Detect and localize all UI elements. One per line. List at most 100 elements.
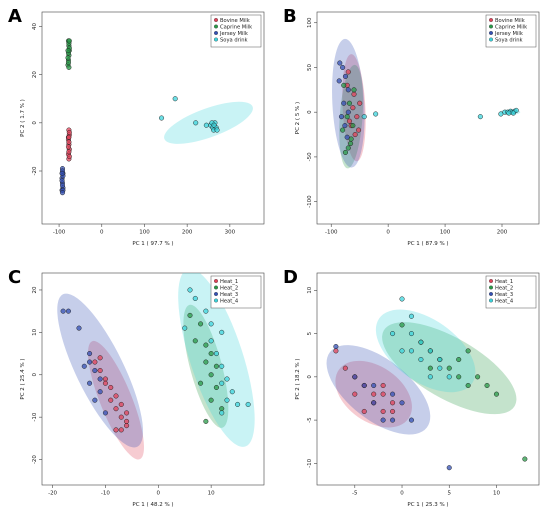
data-point xyxy=(344,114,350,120)
data-point xyxy=(408,348,414,354)
data-point xyxy=(159,115,165,121)
data-point xyxy=(342,73,348,79)
x-tick-label: 200 xyxy=(497,230,508,236)
data-point xyxy=(66,149,72,155)
data-point xyxy=(203,418,209,424)
legend-swatch xyxy=(214,18,218,22)
chart-panel-a: A -100 0 100 200 300 -20 0 20 40 PC 1 ( 97.7 % ) PC… xyxy=(0,0,275,261)
data-point xyxy=(493,391,500,397)
data-point xyxy=(475,374,481,380)
legend-swatch xyxy=(214,279,218,283)
data-point xyxy=(182,325,188,331)
data-point xyxy=(356,127,362,133)
data-point xyxy=(60,308,66,314)
plot-area xyxy=(57,273,255,460)
data-point xyxy=(345,69,351,75)
x-tick-label: 100 xyxy=(440,230,451,236)
data-point xyxy=(446,465,452,471)
data-point xyxy=(354,114,360,120)
data-point xyxy=(446,374,452,380)
x-tick-label: 5 xyxy=(448,491,452,497)
data-point xyxy=(399,296,405,302)
y-tick-label: 20 xyxy=(32,71,38,78)
data-point xyxy=(357,100,363,106)
data-point xyxy=(92,367,98,374)
data-point xyxy=(65,308,71,314)
y-tick-label: 20 xyxy=(32,286,38,293)
data-point xyxy=(124,423,130,429)
data-point xyxy=(342,123,348,129)
data-point xyxy=(371,391,377,397)
legend-swatch xyxy=(489,279,493,283)
data-point xyxy=(522,456,528,462)
pca-plot-a: A -100 0 100 200 300 -20 0 20 40 PC 1 ( 97.7 % ) PC… xyxy=(8,6,265,247)
data-point xyxy=(66,64,72,70)
data-point xyxy=(456,357,462,363)
data-point xyxy=(345,109,351,115)
data-point xyxy=(408,313,414,319)
data-point xyxy=(345,145,351,151)
data-point xyxy=(113,393,119,399)
data-point xyxy=(380,408,386,414)
data-point xyxy=(352,391,358,397)
data-point xyxy=(380,391,386,397)
data-point xyxy=(351,91,357,97)
data-point xyxy=(66,154,72,160)
confidence-ellipse xyxy=(375,309,476,393)
legend-swatch xyxy=(489,285,493,290)
legend-swatch xyxy=(489,292,493,296)
data-point xyxy=(351,87,357,93)
data-point xyxy=(97,367,103,374)
x-tick-label: 0 xyxy=(400,491,404,497)
data-point xyxy=(341,100,347,106)
data-point xyxy=(342,365,348,371)
data-point xyxy=(418,339,424,345)
x-tick-label: -100 xyxy=(325,230,338,236)
data-point xyxy=(219,363,225,369)
y-axis-label: PC 2 ( 5 % ) xyxy=(295,102,301,134)
panel-letter: D xyxy=(283,267,298,288)
data-point xyxy=(506,110,512,116)
data-point xyxy=(172,96,178,102)
data-point xyxy=(427,374,433,380)
legend-entry: Bovine Milk xyxy=(495,18,525,24)
data-point xyxy=(92,359,98,365)
data-point xyxy=(350,105,356,111)
x-tick-label: 10 xyxy=(493,491,500,497)
plot-area xyxy=(59,38,253,196)
data-point xyxy=(219,406,225,412)
x-tick-label: -10 xyxy=(101,491,110,497)
data-point xyxy=(59,190,66,196)
data-point xyxy=(113,406,119,412)
data-point xyxy=(361,382,367,389)
legend-box xyxy=(210,14,262,48)
data-point xyxy=(187,287,193,293)
legend-swatch xyxy=(489,298,493,303)
data-point xyxy=(87,380,93,386)
data-point xyxy=(87,351,93,357)
x-tick-label: 100 xyxy=(139,230,150,236)
data-point xyxy=(76,325,82,331)
y-tick-label: -20 xyxy=(32,455,38,464)
data-point xyxy=(336,78,342,84)
y-tick-label: -5 xyxy=(307,417,313,423)
plot-frame xyxy=(316,11,540,225)
legend-entry: Caprine Milk xyxy=(220,24,252,30)
data-point xyxy=(118,427,124,433)
data-point xyxy=(219,380,225,386)
x-axis-label: PC 1 ( 97.7 % ) xyxy=(132,241,173,247)
data-point xyxy=(208,397,214,403)
plot-frame xyxy=(41,11,265,225)
legend-entry: Soya drink xyxy=(495,37,523,43)
data-point xyxy=(87,359,93,365)
data-point xyxy=(59,178,65,184)
legend-entry: Heat_1 xyxy=(220,279,238,285)
data-point xyxy=(65,55,71,61)
legend-swatch xyxy=(489,31,493,35)
data-point xyxy=(208,321,214,327)
panel-letter: B xyxy=(283,6,297,27)
y-tick-label: 0 xyxy=(32,121,38,125)
legend-entry: Bovine Milk xyxy=(220,18,250,24)
